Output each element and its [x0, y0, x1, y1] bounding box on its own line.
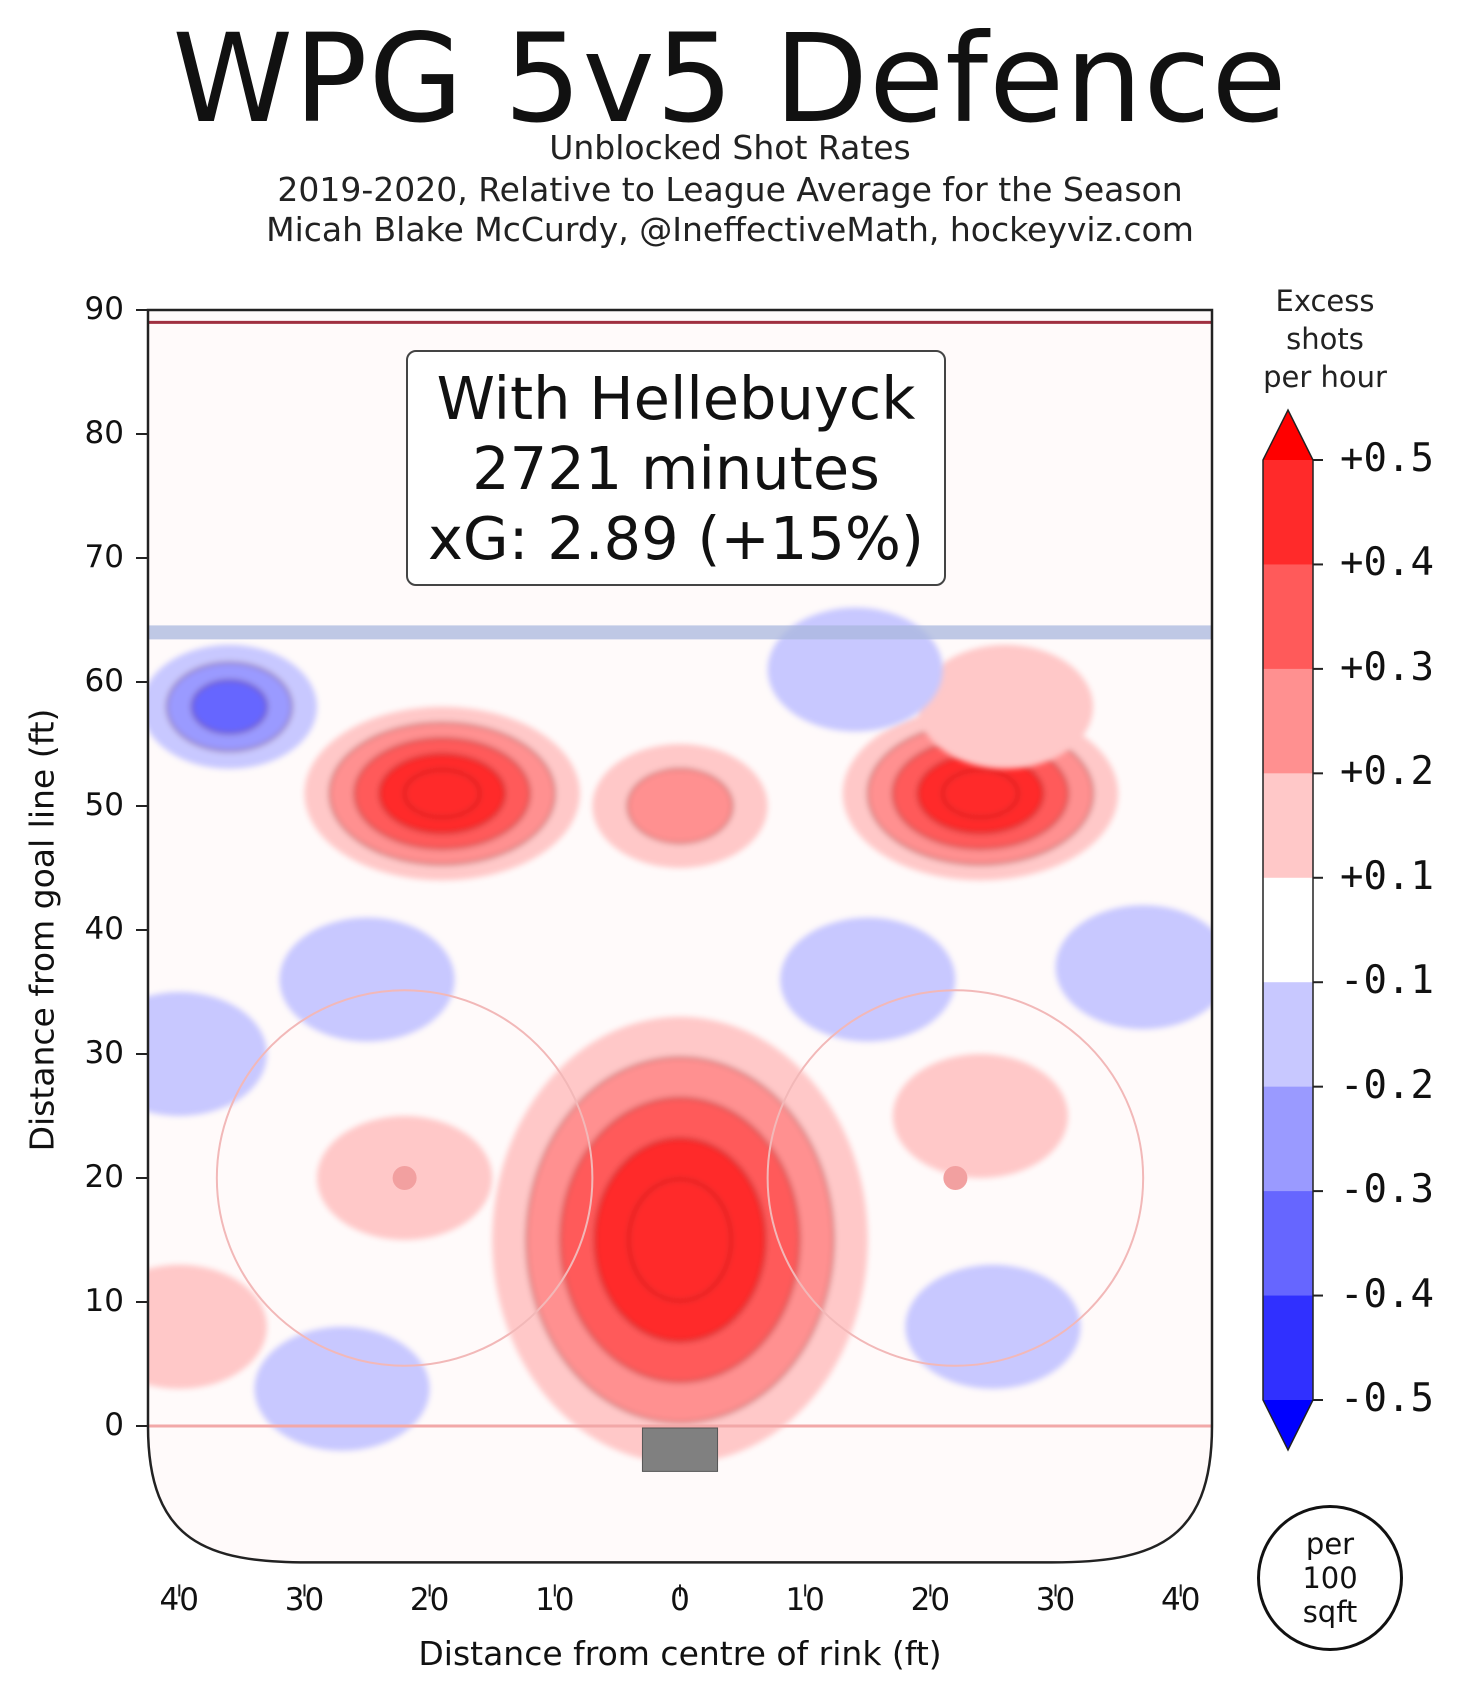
colorbar-bottom-arrow: [1263, 1400, 1313, 1450]
colorbar-band: [1263, 460, 1313, 565]
faceoff-circle: [766, 989, 1145, 1367]
cold-spot: [905, 1264, 1081, 1389]
cold-spot: [1055, 905, 1212, 1030]
faceoff-dot: [943, 1166, 968, 1190]
heat-contour: [917, 644, 1094, 769]
heat-contour: [254, 1326, 430, 1451]
y-tick-label: 30: [84, 1035, 124, 1071]
faceoff-dot: [392, 1166, 417, 1190]
hot-spot: [148, 1264, 267, 1389]
heat-contour: [1055, 905, 1212, 1030]
heat-contour: [942, 769, 1019, 819]
colorbar-level-label: -0.2: [1340, 1062, 1434, 1108]
colorbar-level-label: -0.1: [1340, 958, 1434, 1004]
cold-spot: [254, 1326, 430, 1451]
colorbar-level-label: +0.1: [1340, 853, 1434, 899]
colorbar-band: [1263, 1191, 1313, 1297]
y-tick-label: 90: [84, 291, 124, 327]
subtitle-line-1: Unblocked Shot Rates: [549, 128, 911, 167]
unit-badge: per 100 sqft: [1257, 1505, 1403, 1651]
colorbar-title: Excess shots per hour: [1245, 282, 1405, 396]
info-line-minutes: 2721 minutes: [472, 434, 880, 503]
y-tick-label: 20: [84, 1159, 124, 1195]
heat-contour: [892, 1054, 1069, 1178]
colorbar-band: [1263, 1086, 1313, 1192]
x-axis-label: Distance from centre of rink (ft): [418, 1634, 942, 1673]
heat-contour: [905, 1264, 1081, 1389]
unit-line: sqft: [1302, 1595, 1358, 1629]
hot-spot: [304, 706, 580, 881]
heat-contour: [191, 679, 268, 735]
y-tick-label: 70: [84, 539, 124, 575]
x-tick-label: 0: [670, 1582, 690, 1618]
heat-contour: [626, 768, 734, 844]
colorbar-band: [1263, 668, 1313, 774]
colorbar-title-line: per hour: [1263, 360, 1387, 394]
y-axis-label: Distance from goal line (ft): [22, 708, 62, 1152]
cold-spot: [780, 917, 956, 1042]
subtitle-line-3: Micah Blake McCurdy, @IneffectiveMath, h…: [266, 210, 1194, 249]
colorbar-level-label: +0.2: [1340, 749, 1434, 795]
y-tick-label: 50: [84, 787, 124, 823]
heat-contour: [628, 1178, 732, 1302]
unit-line: per: [1305, 1527, 1355, 1561]
colorbar-level-label: +0.4: [1340, 540, 1434, 586]
y-tick-label: 10: [84, 1283, 124, 1319]
rink-ice: [148, 310, 1212, 1563]
y-tick-label: 0: [104, 1407, 124, 1443]
cold-spot: [148, 992, 267, 1116]
rink-outline: [146, 308, 1214, 1564]
heat-contour: [148, 1264, 267, 1389]
subtitle-line-2: 2019-2020, Relative to League Average fo…: [277, 170, 1183, 209]
colorbar-band: [1263, 877, 1313, 983]
info-line-xg: xG: 2.89 (+15%): [428, 504, 924, 573]
colorbar-level-label: +0.3: [1340, 644, 1434, 690]
faceoff-circle: [215, 989, 594, 1367]
x-tick-label: 30: [1035, 1582, 1076, 1618]
y-tick-label: 40: [84, 911, 124, 947]
cold-spot: [279, 917, 455, 1042]
heat-contour: [403, 769, 481, 819]
y-tick-label: 60: [84, 663, 124, 699]
hot-spot: [492, 1016, 868, 1464]
colorbar-band: [1263, 773, 1313, 879]
x-tick-label: 10: [535, 1582, 575, 1618]
heat-contour: [148, 992, 267, 1116]
colorbar-band: [1263, 982, 1313, 1088]
colorbar-level-label: -0.3: [1340, 1167, 1434, 1213]
colorbar-top-arrow: [1263, 410, 1313, 460]
x-tick-label: 40: [1160, 1582, 1201, 1618]
colorbar-title-line: Excess: [1275, 284, 1375, 318]
colorbar-level-label: +0.5: [1340, 436, 1434, 481]
hot-spot: [917, 644, 1094, 769]
hot-spot: [592, 744, 768, 868]
heat-contour: [279, 917, 455, 1042]
y-tick-label: 80: [84, 415, 124, 451]
x-tick-label: 20: [910, 1582, 951, 1618]
x-tick-label: 10: [785, 1582, 825, 1618]
unit-line: 100: [1302, 1561, 1358, 1595]
hot-spot: [892, 1054, 1069, 1178]
colorbar-band: [1263, 1295, 1313, 1401]
colorbar-level-label: -0.5: [1340, 1376, 1434, 1421]
colorbar-title-line: shots: [1286, 322, 1364, 356]
goal-net: [641, 1427, 719, 1472]
chart-title: WPG 5v5 Defence: [172, 8, 1288, 150]
heat-contour: [780, 917, 956, 1042]
blue-line: [148, 625, 1212, 640]
x-tick-label: 20: [409, 1582, 450, 1618]
info-box: With Hellebuyck 2721 minutes xG: 2.89 (+…: [406, 350, 946, 586]
cold-spot: [148, 644, 317, 769]
x-tick-label: 30: [284, 1582, 325, 1618]
info-line-goalie: With Hellebuyck: [436, 364, 916, 433]
colorbar-band: [1263, 564, 1313, 670]
x-tick-label: 40: [159, 1582, 199, 1618]
colorbar-level-label: -0.4: [1340, 1271, 1434, 1317]
